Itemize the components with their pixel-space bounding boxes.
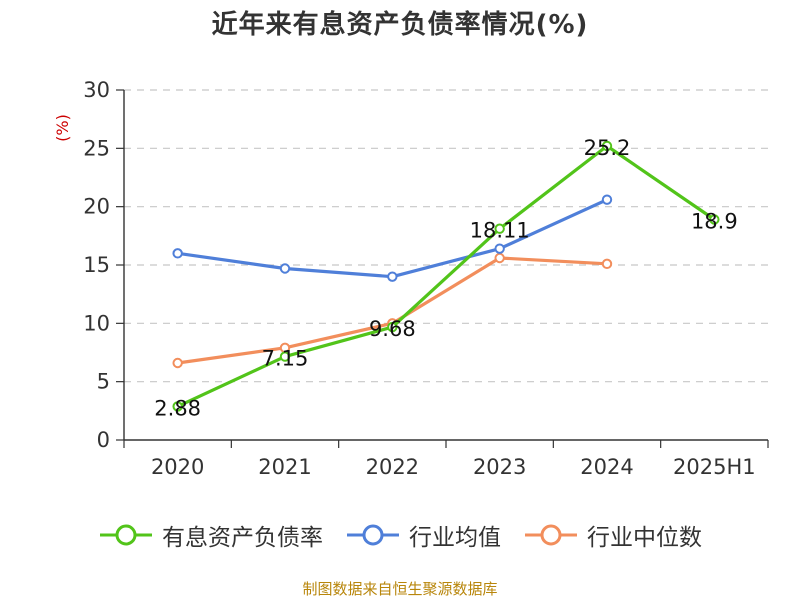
y-axis-unit-label: (%) — [53, 114, 72, 142]
y-tick-label-4: 20 — [83, 195, 110, 219]
legend-marker-series-2 — [540, 524, 562, 546]
series-1-point-2 — [387, 271, 398, 282]
x-tick-label-2: 2022 — [366, 455, 419, 479]
legend-label-series-1: 行业均值 — [409, 525, 501, 551]
x-tick-label-3: 2023 — [473, 455, 526, 479]
x-tick-label-1: 2021 — [258, 455, 311, 479]
series-2-point-0 — [172, 357, 183, 369]
chart-plot: 0 5 10 15 20 25 30 (%) 2020 2021 2022 2023 2024 2025H… — [53, 78, 769, 479]
series-0-point-1 — [279, 351, 291, 362]
data-source-note: 制图数据来自恒生聚源数据库 — [302, 580, 498, 598]
data-label-series-0-3: 18.11 — [470, 219, 530, 243]
series-1-point-3 — [494, 243, 505, 254]
series-1-point-4 — [601, 194, 613, 205]
chart-legend: 有息资产负债率 行业均值 行业中位数 — [0, 518, 800, 552]
y-tick-label-2: 10 — [83, 311, 110, 335]
legend-symbol-series-1 — [347, 524, 399, 546]
y-tick-label-3: 15 — [83, 253, 110, 277]
series-1-point-1 — [279, 263, 291, 274]
series-0-point-3 — [494, 223, 505, 234]
series-0-point-0 — [172, 401, 183, 412]
series-0-point-2 — [387, 321, 398, 333]
y-tick-label-6: 30 — [83, 78, 110, 102]
x-tick-label-5: 2025H1 — [673, 455, 756, 479]
data-label-series-0-5: 18.9 — [691, 210, 738, 234]
data-label-series-0-1: 7.15 — [262, 347, 309, 371]
series-2-point-4 — [601, 258, 613, 270]
series-line-0 — [176, 144, 716, 408]
data-label-series-0-2: 9.68 — [369, 317, 416, 341]
legend-item-series-1[interactable]: 行业均值 — [345, 518, 501, 552]
series-2-point-3 — [494, 252, 505, 264]
legend-symbol-series-2 — [525, 524, 577, 546]
legend-label-series-2: 行业中位数 — [587, 525, 702, 551]
legend-item-series-2[interactable]: 行业中位数 — [523, 518, 702, 552]
y-tick-label-5: 25 — [83, 136, 110, 160]
series-1-point-0 — [172, 248, 183, 259]
y-tick-label-1: 5 — [97, 370, 110, 394]
series-0-point-5 — [709, 214, 720, 225]
legend-label-series-0: 有息资产负债率 — [162, 525, 323, 551]
x-tick-label-4: 2024 — [580, 455, 633, 479]
x-tick-label-0: 2020 — [151, 455, 204, 479]
series-0-point-4 — [601, 140, 613, 152]
chart-title: 近年来有息资产负债率情况(%) — [211, 10, 589, 40]
legend-marker-series-0 — [115, 524, 137, 546]
legend-symbol-series-0 — [100, 524, 152, 546]
data-label-series-0-0: 2.88 — [154, 396, 201, 420]
legend-marker-series-1 — [362, 524, 384, 546]
data-label-series-0-4: 25.2 — [584, 136, 631, 160]
legend-item-series-0[interactable]: 有息资产负债率 — [98, 518, 323, 552]
y-tick-label-0: 0 — [97, 428, 110, 452]
